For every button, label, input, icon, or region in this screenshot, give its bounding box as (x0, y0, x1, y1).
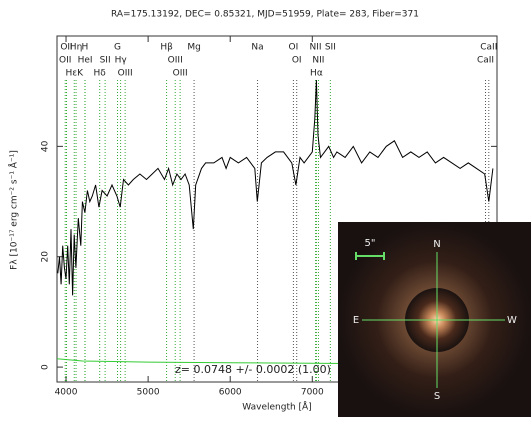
spectral-line-label: OI (289, 43, 299, 53)
spectral-line-label: G (114, 43, 121, 53)
spectral-line-label: OII (60, 43, 72, 53)
spectral-line-label: CaII (480, 43, 497, 53)
x-tick-label: 7000 (301, 388, 324, 398)
spectral-line-label: SII (100, 56, 111, 66)
series-line (57, 80, 494, 296)
redshift-annotation: z= 0.0748 +/- 0.0002 (1.00) (175, 363, 331, 376)
x-tick-label: 6000 (219, 388, 242, 398)
chart-title: RA=175.13192, DEC= 0.85321, MJD=51959, P… (111, 10, 419, 20)
compass-label: S (434, 391, 440, 402)
spectral-line-label: OIII (173, 69, 188, 79)
spectral-line-label: Hβ (160, 43, 173, 53)
spectral-line-label: Hδ (94, 69, 107, 79)
scale-label: 5" (365, 238, 376, 249)
y-tick-label: 40 (41, 140, 51, 152)
spectral-line-label: NII (312, 56, 324, 66)
spectral-line-label: CaII (477, 56, 494, 66)
spectral-line-label: Hα (310, 69, 323, 79)
y-axis-label: Fλ [10⁻¹⁷ erg cm⁻² s⁻¹ Å⁻¹] (8, 150, 20, 270)
plot-frame (56, 35, 498, 383)
spectral-line-label: HeI (78, 56, 93, 66)
y-tick-label: 20 (41, 251, 51, 263)
compass-label: E (353, 315, 359, 326)
spectral-line-label: OII (59, 56, 71, 66)
spectral-line-label: OIII (168, 56, 183, 66)
spectral-line-label: H (82, 43, 89, 53)
spectral-line-label: NII (310, 43, 322, 53)
y-tick-label: 0 (41, 364, 51, 370)
inset-image: 5" N S E W (338, 222, 531, 417)
compass-label: N (433, 239, 440, 250)
compass-label: W (507, 315, 517, 326)
spectral-line-label: OI (292, 56, 302, 66)
x-axis-label: Wavelength [Å] (242, 401, 311, 413)
spectral-line-label: OIII (118, 69, 133, 79)
x-tick-label: 5000 (137, 388, 160, 398)
spectral-line-label: SII (325, 43, 336, 53)
spectral-line-label: Na (251, 43, 263, 53)
spectral-line-label: HεK (65, 69, 84, 79)
spectral-line-label: Hγ (115, 56, 128, 66)
spectral-line-label: Hη (70, 43, 82, 53)
spectral-line-label: Mg (187, 43, 200, 53)
x-tick-label: 4000 (55, 388, 78, 398)
